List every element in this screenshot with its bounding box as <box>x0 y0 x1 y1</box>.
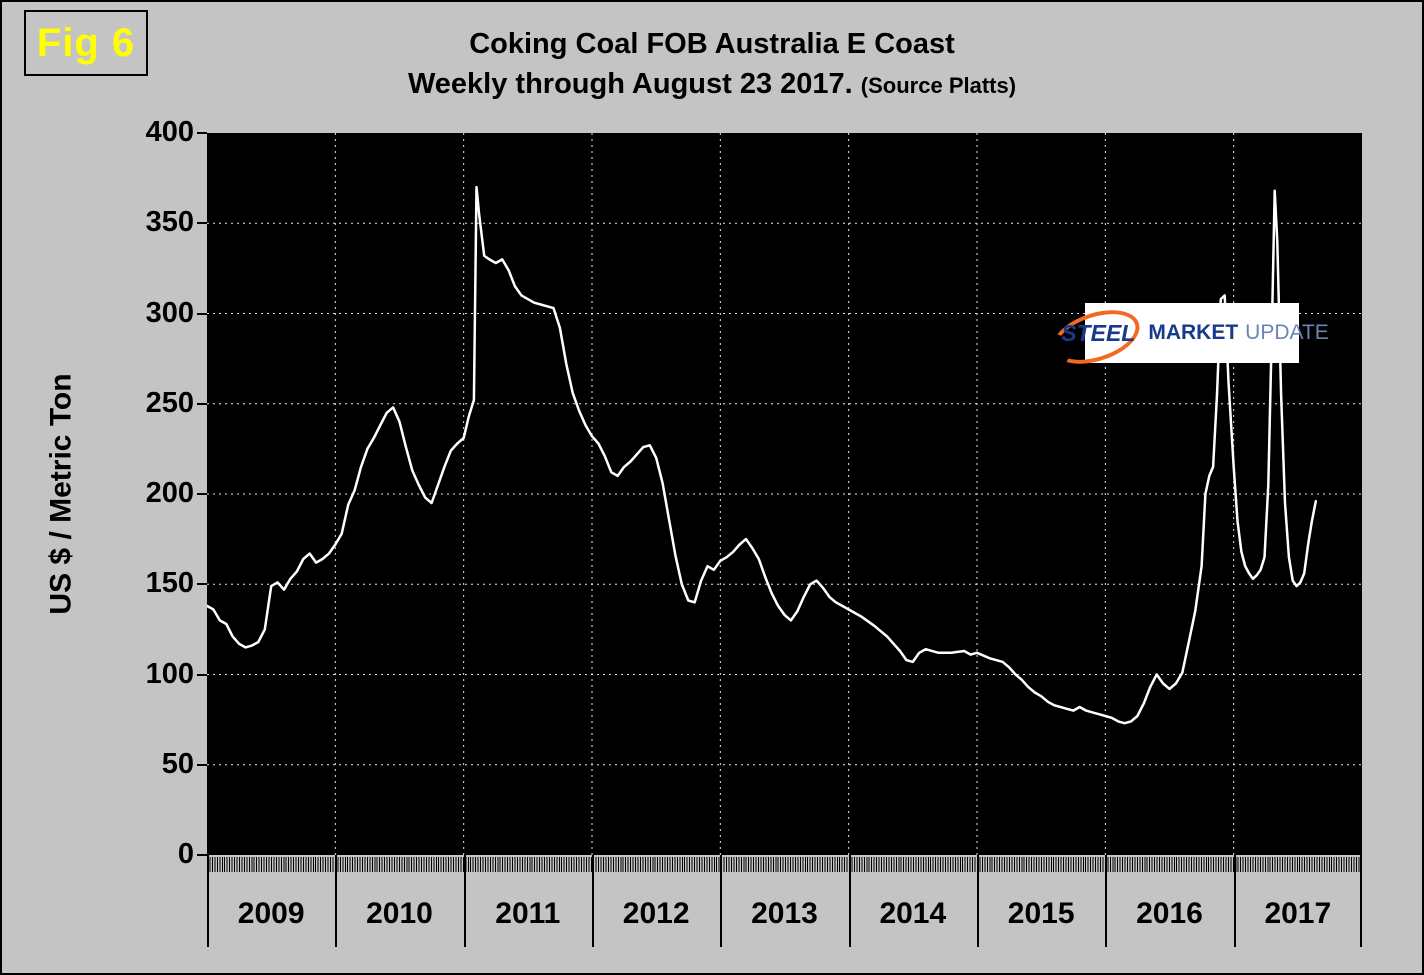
logo-word-steel: STEEL <box>1061 319 1136 346</box>
x-tick-label-2017: 2017 <box>1264 897 1332 930</box>
y-tick-label-0: 0 <box>177 838 194 870</box>
price-line-chart <box>207 133 1362 855</box>
x-tick-label-2012: 2012 <box>622 897 690 930</box>
logo-word-market: MARKET <box>1148 321 1239 344</box>
x-year-boundary-tick <box>720 855 723 947</box>
plot-area: STEEL MARKET UPDATE <box>207 133 1362 855</box>
y-tick-label-400: 400 <box>145 116 194 148</box>
figure-label: Fig 6 <box>36 20 136 65</box>
chart-title-line2-text: Weekly through August 23 2017. <box>407 68 853 100</box>
y-tick-mark-150 <box>197 583 207 586</box>
x-tick-label-2011: 2011 <box>495 897 561 930</box>
y-axis-title: US $ / Metric Ton <box>45 373 78 615</box>
y-tick-mark-100 <box>197 673 207 676</box>
x-tick-label-2013: 2013 <box>751 897 818 930</box>
figure-label-box: Fig 6 <box>24 10 148 76</box>
x-year-boundary-tick <box>1233 855 1236 947</box>
x-tick-label-2010: 2010 <box>366 897 433 930</box>
x-year-boundary-tick <box>977 855 979 947</box>
x-tick-label-2014: 2014 <box>879 897 947 930</box>
y-tick-label-300: 300 <box>145 296 194 329</box>
chart-title: Coking Coal FOB Australia E Coast Weekly… <box>2 24 1422 106</box>
y-axis-tick-labels: 0 50 100 150 200 250 300 350 400 <box>82 116 194 870</box>
y-tick-mark-200 <box>197 493 207 495</box>
x-year-boundary-tick <box>1360 855 1362 947</box>
chart-title-source: (Source Platts) <box>860 73 1017 98</box>
x-axis: 2009 2010 2011 2012 2013 2014 2015 2016 2017 <box>207 855 1362 951</box>
logo-word-update: UPDATE <box>1245 321 1329 344</box>
x-year-boundary-tick <box>335 855 338 947</box>
y-axis-tick-marks <box>197 132 207 856</box>
x-year-boundary-tick <box>592 855 594 947</box>
steel-market-update-logo: STEEL MARKET UPDATE <box>1046 299 1329 374</box>
chart-title-line1: Coking Coal FOB Australia E Coast <box>469 28 955 60</box>
y-tick-mark-300 <box>197 312 207 315</box>
y-tick-mark-0 <box>197 854 207 856</box>
x-tick-label-2016: 2016 <box>1136 897 1203 930</box>
x-tick-label-2015: 2015 <box>1007 897 1075 930</box>
y-tick-label-350: 350 <box>145 206 194 239</box>
y-tick-mark-400 <box>197 132 207 134</box>
y-tick-label-50: 50 <box>161 747 194 780</box>
logo-swoosh-wrap: STEEL <box>1046 299 1147 374</box>
y-tick-label-100: 100 <box>145 657 194 690</box>
y-tick-mark-250 <box>197 402 207 405</box>
price-series-line <box>207 185 1318 725</box>
y-tick-mark-50 <box>197 763 207 766</box>
y-tick-label-200: 200 <box>145 477 194 509</box>
x-year-boundary-tick <box>463 855 466 947</box>
chart-title-line2: Weekly through August 23 2017. (Source P… <box>2 64 1422 106</box>
y-tick-mark-350 <box>197 222 207 225</box>
x-year-boundary-tick <box>207 855 209 947</box>
x-tick-label-2009: 2009 <box>237 897 305 930</box>
y-tick-label-250: 250 <box>145 386 194 419</box>
y-tick-label-150: 150 <box>145 567 194 600</box>
x-year-boundary-tick <box>848 855 851 947</box>
x-year-boundary-tick <box>1105 855 1108 947</box>
weekly-tick-comb <box>207 857 1362 872</box>
